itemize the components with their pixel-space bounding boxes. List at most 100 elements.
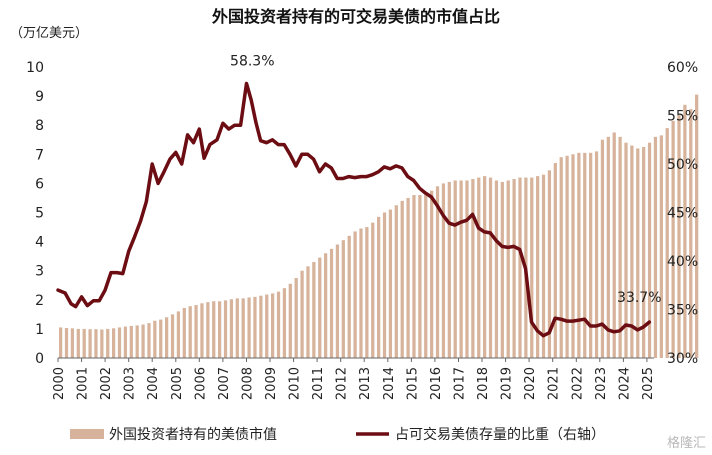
bar — [365, 227, 369, 358]
bar — [695, 94, 699, 358]
bar — [353, 231, 357, 358]
bar — [412, 195, 416, 358]
bar — [212, 301, 216, 358]
bar — [218, 301, 222, 358]
x-tick-label: 2023 — [594, 367, 609, 400]
right-tick-label: 50% — [667, 157, 698, 173]
bar — [223, 300, 228, 358]
bar — [583, 152, 587, 358]
bar — [453, 180, 457, 358]
bar — [388, 209, 393, 358]
annotations: 58.3% 33.7% — [230, 54, 661, 307]
bar — [659, 135, 663, 358]
bar — [200, 303, 204, 358]
bar — [559, 157, 563, 358]
bar — [494, 180, 499, 358]
bar — [377, 216, 381, 358]
left-tick-label: 7 — [35, 147, 44, 163]
bar — [341, 240, 345, 358]
bar — [553, 163, 557, 358]
bar — [606, 136, 610, 358]
x-tick-label: 2018 — [476, 367, 491, 400]
bar — [530, 177, 534, 358]
bar-series — [59, 94, 699, 359]
bar — [400, 200, 404, 358]
bar — [300, 270, 304, 358]
bar — [488, 177, 493, 358]
right-tick-label: 55% — [667, 109, 698, 125]
bar — [500, 181, 504, 358]
bar — [382, 212, 387, 358]
left-tick-label: 4 — [35, 235, 44, 251]
x-tick-label: 2010 — [288, 367, 303, 400]
bar — [612, 132, 616, 358]
bar — [565, 155, 569, 358]
x-tick-label: 2001 — [76, 367, 91, 400]
right-tick-label: 30% — [667, 351, 698, 367]
bar — [536, 176, 540, 359]
right-tick-label: 45% — [667, 206, 698, 222]
bar — [571, 154, 575, 358]
bar — [359, 228, 363, 358]
bar — [259, 295, 263, 358]
x-tick-label: 2017 — [453, 367, 468, 400]
x-tick-label: 2004 — [146, 367, 161, 400]
left-tick-label: 9 — [35, 89, 44, 105]
bar — [589, 152, 593, 358]
bar — [94, 329, 98, 358]
bar — [477, 177, 481, 358]
x-tick-label: 2009 — [264, 367, 279, 400]
bar — [147, 323, 151, 358]
x-tick-label: 2020 — [523, 367, 538, 400]
x-tick-label: 2008 — [241, 367, 256, 400]
x-tick-label: 2014 — [382, 367, 397, 400]
right-tick-label: 35% — [667, 303, 698, 319]
bar — [112, 328, 116, 358]
left-tick-label: 0 — [35, 351, 44, 367]
bar — [512, 179, 516, 358]
bar — [483, 176, 487, 359]
bar — [329, 248, 334, 359]
bar — [642, 147, 646, 358]
bar — [318, 257, 322, 358]
bar — [59, 327, 63, 358]
watermark: 格隆汇 — [666, 436, 706, 451]
x-tick-label: 2019 — [500, 367, 515, 400]
data-label: 33.7% — [617, 290, 661, 306]
bar — [335, 244, 340, 358]
legend-swatch-bar — [70, 429, 104, 439]
bar — [170, 314, 175, 358]
bar — [188, 306, 192, 358]
bar — [506, 180, 510, 358]
bar — [618, 136, 622, 358]
bar — [371, 222, 375, 358]
bar — [647, 142, 652, 358]
bar — [271, 293, 275, 358]
line-path — [56, 81, 652, 338]
bar — [406, 197, 410, 358]
bar — [288, 283, 292, 358]
data-label: 58.3% — [230, 54, 274, 70]
bar — [123, 326, 128, 358]
bar — [435, 186, 440, 358]
bar — [64, 328, 69, 358]
left-tick-label: 5 — [35, 206, 44, 222]
left-axis-unit: （万亿美元） — [10, 26, 88, 41]
bar — [447, 181, 451, 358]
bar — [106, 328, 110, 358]
bar — [159, 319, 163, 358]
bar — [153, 320, 157, 358]
bar — [324, 253, 328, 358]
bar — [689, 109, 693, 358]
x-tick-label: 2016 — [429, 367, 444, 400]
x-tick-label: 2022 — [570, 367, 585, 400]
bar — [394, 205, 398, 358]
legend-label-bar: 外国投资者持有的美债市值 — [109, 426, 277, 443]
bar — [630, 145, 634, 358]
x-tick-label: 2007 — [217, 367, 232, 400]
bar — [88, 329, 92, 358]
bar — [135, 325, 139, 358]
left-tick-label: 1 — [35, 322, 44, 338]
x-tick-label: 2015 — [405, 367, 420, 400]
left-tick-label: 10 — [26, 60, 44, 76]
